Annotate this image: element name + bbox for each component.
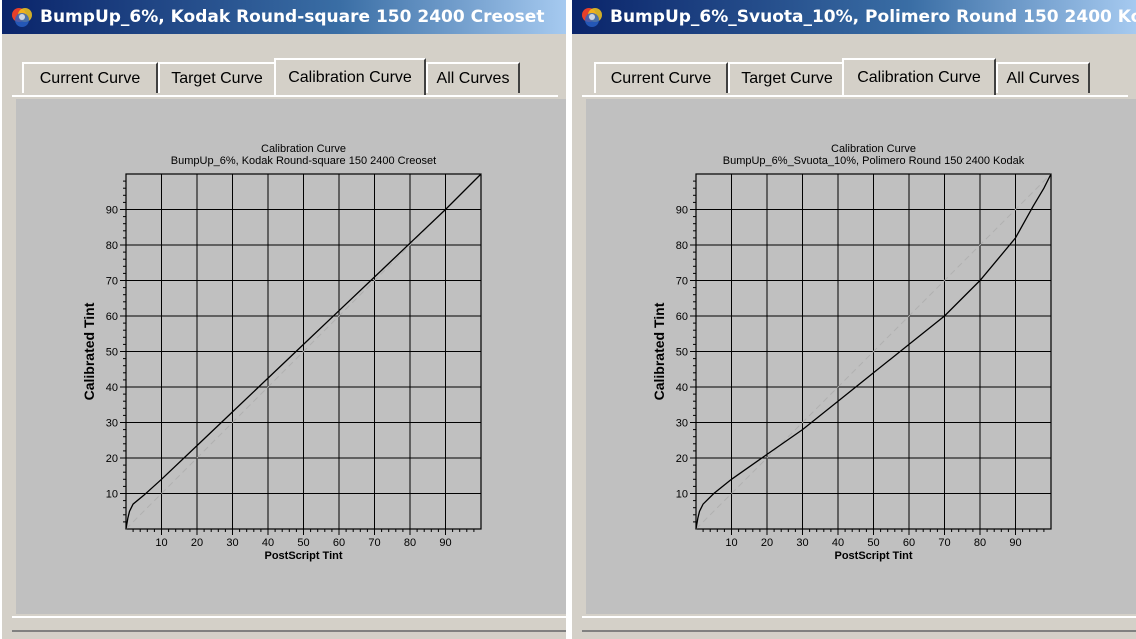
tab-underline <box>582 95 1128 97</box>
y-tick-label: 70 <box>106 276 118 288</box>
x-tick-label: 50 <box>297 537 309 549</box>
x-tick-label: 40 <box>832 537 844 549</box>
x-tick-label: 40 <box>262 537 274 549</box>
title-bar[interactable]: BumpUp_6%, Kodak Round-square 150 2400 C… <box>2 0 566 34</box>
title-bar[interactable]: BumpUp_6%_Svuota_10%, Polimero Round 150… <box>572 0 1136 34</box>
x-axis-title: PostScript Tint <box>834 550 912 562</box>
calibration-window-left: BumpUp_6%, Kodak Round-square 150 2400 C… <box>0 0 566 639</box>
y-axis-title: Calibrated Tint <box>651 302 667 400</box>
tab-underline <box>12 95 558 97</box>
window-title: BumpUp_6%, Kodak Round-square 150 2400 C… <box>40 7 545 27</box>
window-title: BumpUp_6%_Svuota_10%, Polimero Round 150… <box>610 7 1136 27</box>
y-tick-label: 60 <box>106 311 118 323</box>
tab-calibration-curve[interactable]: Calibration Curve <box>274 58 426 95</box>
tab-current-curve[interactable]: Current Curve <box>22 62 158 93</box>
tab-calibration-curve[interactable]: Calibration Curve <box>842 58 996 95</box>
x-tick-label: 70 <box>938 537 950 549</box>
y-tick-label: 80 <box>106 240 118 252</box>
x-axis-title: PostScript Tint <box>264 550 342 562</box>
app-color-icon <box>582 8 602 27</box>
status-divider <box>582 630 1136 632</box>
x-tick-label: 20 <box>191 537 203 549</box>
tab-target-curve[interactable]: Target Curve <box>728 62 846 93</box>
calibration-window-right: BumpUp_6%_Svuota_10%, Polimero Round 150… <box>570 0 1136 639</box>
y-tick-label: 30 <box>106 418 118 430</box>
tab-all-curves[interactable]: All Curves <box>426 62 520 93</box>
tab-current-curve[interactable]: Current Curve <box>594 62 728 93</box>
y-tick-label: 60 <box>676 311 688 323</box>
x-tick-label: 90 <box>1009 537 1021 549</box>
y-tick-label: 40 <box>106 382 118 394</box>
chart-subtitle: BumpUp_6%_Svuota_10%, Polimero Round 150… <box>723 155 1025 167</box>
tab-strip: Current Curve Target Curve Calibration C… <box>12 58 566 96</box>
chart-subtitle: BumpUp_6%, Kodak Round-square 150 2400 C… <box>171 155 436 167</box>
tab-target-curve[interactable]: Target Curve <box>158 62 276 93</box>
x-tick-label: 10 <box>155 537 167 549</box>
app-color-icon <box>12 8 32 27</box>
panel-divider <box>12 616 566 618</box>
x-tick-label: 60 <box>903 537 915 549</box>
x-tick-label: 60 <box>333 537 345 549</box>
x-tick-label: 30 <box>796 537 808 549</box>
y-tick-label: 10 <box>676 489 688 501</box>
tab-strip: Current Curve Target Curve Calibration C… <box>582 58 1136 96</box>
tab-all-curves[interactable]: All Curves <box>996 62 1090 93</box>
y-tick-label: 90 <box>676 205 688 217</box>
y-tick-label: 30 <box>676 418 688 430</box>
x-tick-label: 80 <box>974 537 986 549</box>
reference-line <box>125 173 482 530</box>
y-axis-title: Calibrated Tint <box>81 302 97 400</box>
x-tick-label: 30 <box>226 537 238 549</box>
y-tick-label: 50 <box>676 347 688 359</box>
chart-panel: Calibration Curve BumpUp_6%_Svuota_10%, P… <box>586 99 1136 614</box>
y-tick-label: 50 <box>106 347 118 359</box>
x-tick-label: 50 <box>867 537 879 549</box>
status-divider <box>12 630 566 632</box>
y-tick-label: 10 <box>106 489 118 501</box>
reference-line <box>695 173 1052 530</box>
x-tick-label: 20 <box>761 537 773 549</box>
y-tick-label: 70 <box>676 276 688 288</box>
y-tick-label: 40 <box>676 382 688 394</box>
chart-panel: Calibration Curve BumpUp_6%, Kodak Round-… <box>16 99 566 614</box>
x-tick-label: 10 <box>725 537 737 549</box>
y-tick-label: 90 <box>106 205 118 217</box>
calibration-curve-line <box>125 173 482 530</box>
y-tick-label: 20 <box>676 453 688 465</box>
x-tick-label: 80 <box>404 537 416 549</box>
chart-title: Calibration Curve <box>261 143 346 155</box>
calibration-curve-line <box>695 173 1052 530</box>
x-tick-label: 90 <box>439 537 451 549</box>
chart-title: Calibration Curve <box>831 143 916 155</box>
panel-divider <box>582 616 1136 618</box>
x-tick-label: 70 <box>368 537 380 549</box>
y-tick-label: 20 <box>106 453 118 465</box>
y-tick-label: 80 <box>676 240 688 252</box>
